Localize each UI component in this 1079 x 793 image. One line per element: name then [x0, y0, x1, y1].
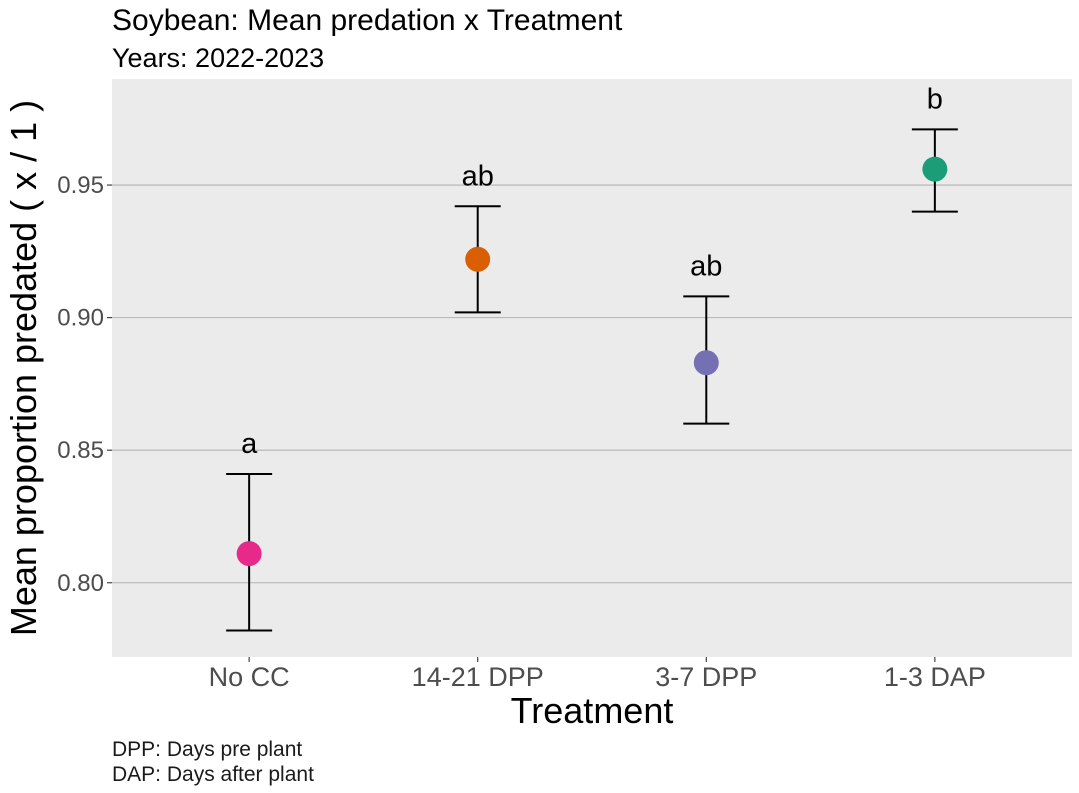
- y-tick-label: 0.80: [57, 570, 104, 597]
- chart-title: Soybean: Mean predation x Treatment: [112, 4, 623, 37]
- plot-panel: [112, 79, 1072, 657]
- caption-line-1: DPP: Days pre plant: [112, 738, 302, 761]
- x-tick-label: 1-3 DAP: [884, 662, 986, 692]
- data-point: [922, 156, 948, 182]
- x-tick-label: 14-21 DPP: [412, 662, 544, 692]
- data-marks: a ab ab b: [226, 83, 958, 632]
- y-tick-label: 0.95: [57, 172, 104, 199]
- data-point: [465, 246, 491, 272]
- group-label: b: [927, 83, 943, 115]
- x-axis-title: Treatment: [511, 690, 674, 731]
- y-axis-ticks: 0.80 0.85 0.90 0.95: [57, 172, 112, 597]
- y-tick-label: 0.85: [57, 437, 104, 464]
- y-axis-title: Mean proportion predated ( x / 1 ): [3, 100, 44, 636]
- caption-line-2: DAP: Days after plant: [112, 763, 314, 786]
- x-axis-ticks: No CC 14-21 DPP 3-7 DPP 1-3 DAP: [209, 657, 986, 692]
- group-label: ab: [462, 160, 494, 192]
- y-tick-label: 0.90: [57, 305, 104, 332]
- data-point: [693, 350, 719, 376]
- group-label: ab: [690, 250, 722, 282]
- x-tick-label: No CC: [209, 662, 290, 692]
- data-point: [236, 541, 262, 567]
- chart-subtitle: Years: 2022-2023: [112, 43, 324, 73]
- x-tick-label: 3-7 DPP: [655, 662, 757, 692]
- gridlines: [112, 184, 1072, 584]
- group-label: a: [241, 428, 258, 460]
